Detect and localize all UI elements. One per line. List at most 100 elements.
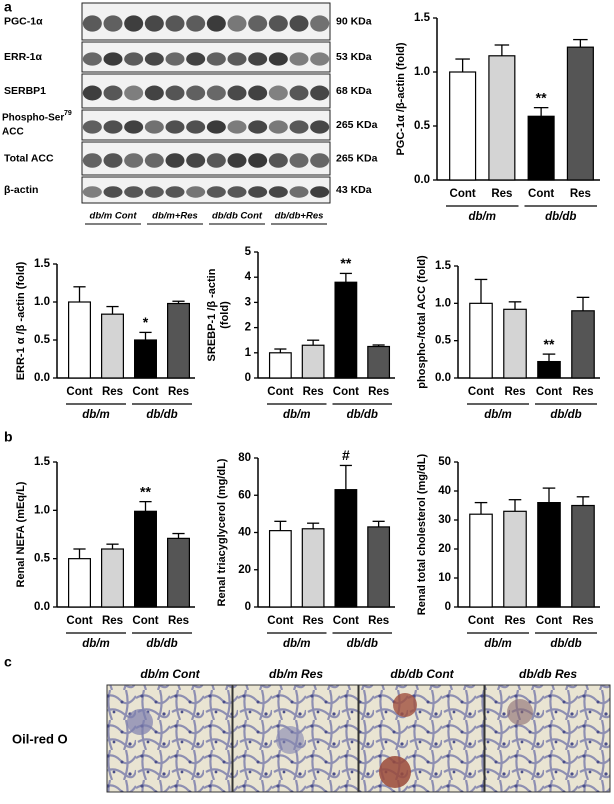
blot-band — [124, 186, 144, 198]
panel-label: a — [4, 0, 12, 15]
x-tick-label: Res — [504, 615, 525, 627]
histology-caption: db/m Cont — [140, 667, 200, 681]
y-tick-label: 80 — [238, 452, 251, 464]
blot-band — [82, 186, 102, 198]
y-tick-label: 0.0 — [34, 601, 50, 613]
blot-band — [289, 120, 309, 134]
blot-band — [144, 85, 164, 101]
group-label: db/db — [146, 409, 177, 421]
blot-strip — [81, 141, 331, 176]
blot-band — [310, 186, 330, 198]
x-tick-label: Cont — [333, 386, 359, 398]
y-tick-label: 5 — [245, 246, 252, 258]
blot-band — [144, 120, 164, 134]
glomerulus — [127, 709, 153, 735]
bar — [537, 360, 561, 379]
blot-band — [227, 120, 247, 134]
blot-label: PGC-1α — [4, 15, 43, 27]
blot-band — [186, 186, 206, 198]
bar — [367, 526, 391, 608]
blot-band — [165, 85, 185, 101]
x-tick-label: Res — [491, 188, 512, 200]
x-tick-label: Res — [570, 188, 591, 200]
blot-band — [268, 186, 288, 198]
blot-band — [206, 85, 226, 101]
blot-band — [310, 153, 330, 168]
blot-strip — [81, 176, 331, 204]
lane-label: db/m Cont — [90, 211, 138, 222]
y-tick-label: 0 — [245, 372, 251, 384]
group-label: db/db — [347, 638, 378, 650]
blot-band — [165, 153, 185, 168]
y-tick-label: 0.0 — [414, 174, 430, 186]
bar — [503, 308, 527, 379]
histology-images — [106, 684, 611, 793]
x-tick-label: Cont — [333, 615, 359, 627]
blot-band — [289, 85, 309, 101]
x-tick-label: Res — [303, 386, 324, 398]
blot-band — [310, 15, 330, 32]
blot-band — [248, 153, 268, 168]
x-tick-label: Cont — [132, 386, 158, 398]
blot-size: 43 KDa — [336, 184, 372, 196]
blot-band — [227, 85, 247, 101]
blot-band — [82, 52, 102, 66]
histology-label: Oil-red O — [12, 731, 68, 746]
panel-label: c — [4, 654, 12, 670]
lane-label: db/db Cont — [212, 211, 263, 222]
blot-label: Phospho-Ser — [2, 113, 64, 124]
blot-band — [248, 186, 268, 198]
bar — [68, 301, 91, 379]
blot-label-sup: 79 — [64, 110, 72, 117]
blot-band — [103, 120, 123, 134]
y-tick-label: 20 — [438, 543, 451, 555]
x-tick-label: Cont — [267, 386, 293, 398]
bar — [268, 530, 292, 608]
x-tick-label: Cont — [267, 615, 293, 627]
y-tick-label: 1.5 — [34, 258, 51, 270]
bar — [527, 115, 555, 181]
blot-size: 265 KDa — [336, 119, 378, 131]
blot-label: SERBP1 — [4, 85, 46, 97]
histology-image — [358, 684, 485, 793]
significance: * — [143, 314, 149, 330]
significance: ** — [536, 89, 547, 105]
blot-band — [103, 153, 123, 168]
bar — [301, 344, 325, 379]
blot-band — [268, 52, 288, 66]
blot-band — [248, 15, 268, 32]
group-label: db/db — [347, 409, 378, 421]
x-tick-label: Cont — [450, 188, 476, 200]
y-tick-label: 20 — [238, 564, 251, 576]
group-label: db/m — [469, 211, 496, 223]
blot-band — [124, 15, 144, 32]
group-label: db/m — [484, 409, 511, 421]
x-tick-label: Res — [168, 386, 189, 398]
blot-band — [227, 15, 247, 32]
blot-band — [268, 15, 288, 32]
blot-band — [124, 85, 144, 101]
bar — [367, 345, 391, 379]
group-label: db/db — [146, 638, 177, 650]
blot-band — [206, 15, 226, 32]
blot-band — [310, 120, 330, 134]
bar — [334, 281, 358, 379]
blot-band — [186, 15, 206, 32]
blot-band — [289, 153, 309, 168]
y-axis-label: (fold) — [219, 301, 231, 329]
blot-band — [248, 85, 268, 101]
lane-label: db/m+Res — [152, 211, 198, 222]
y-tick-label: 2 — [245, 322, 251, 334]
x-tick-label: Res — [368, 615, 389, 627]
y-tick-label: 4 — [245, 271, 252, 283]
blot-band — [186, 153, 206, 168]
x-tick-label: Res — [168, 615, 189, 627]
y-tick-label: 1 — [245, 347, 252, 359]
blot-band — [124, 120, 144, 134]
blot-band — [82, 120, 102, 134]
x-tick-label: Cont — [468, 615, 494, 627]
y-axis-label: ERR-1 α /β -actin (fold) — [15, 261, 27, 380]
bar — [301, 528, 325, 608]
y-tick-label: 0.0 — [34, 372, 50, 384]
